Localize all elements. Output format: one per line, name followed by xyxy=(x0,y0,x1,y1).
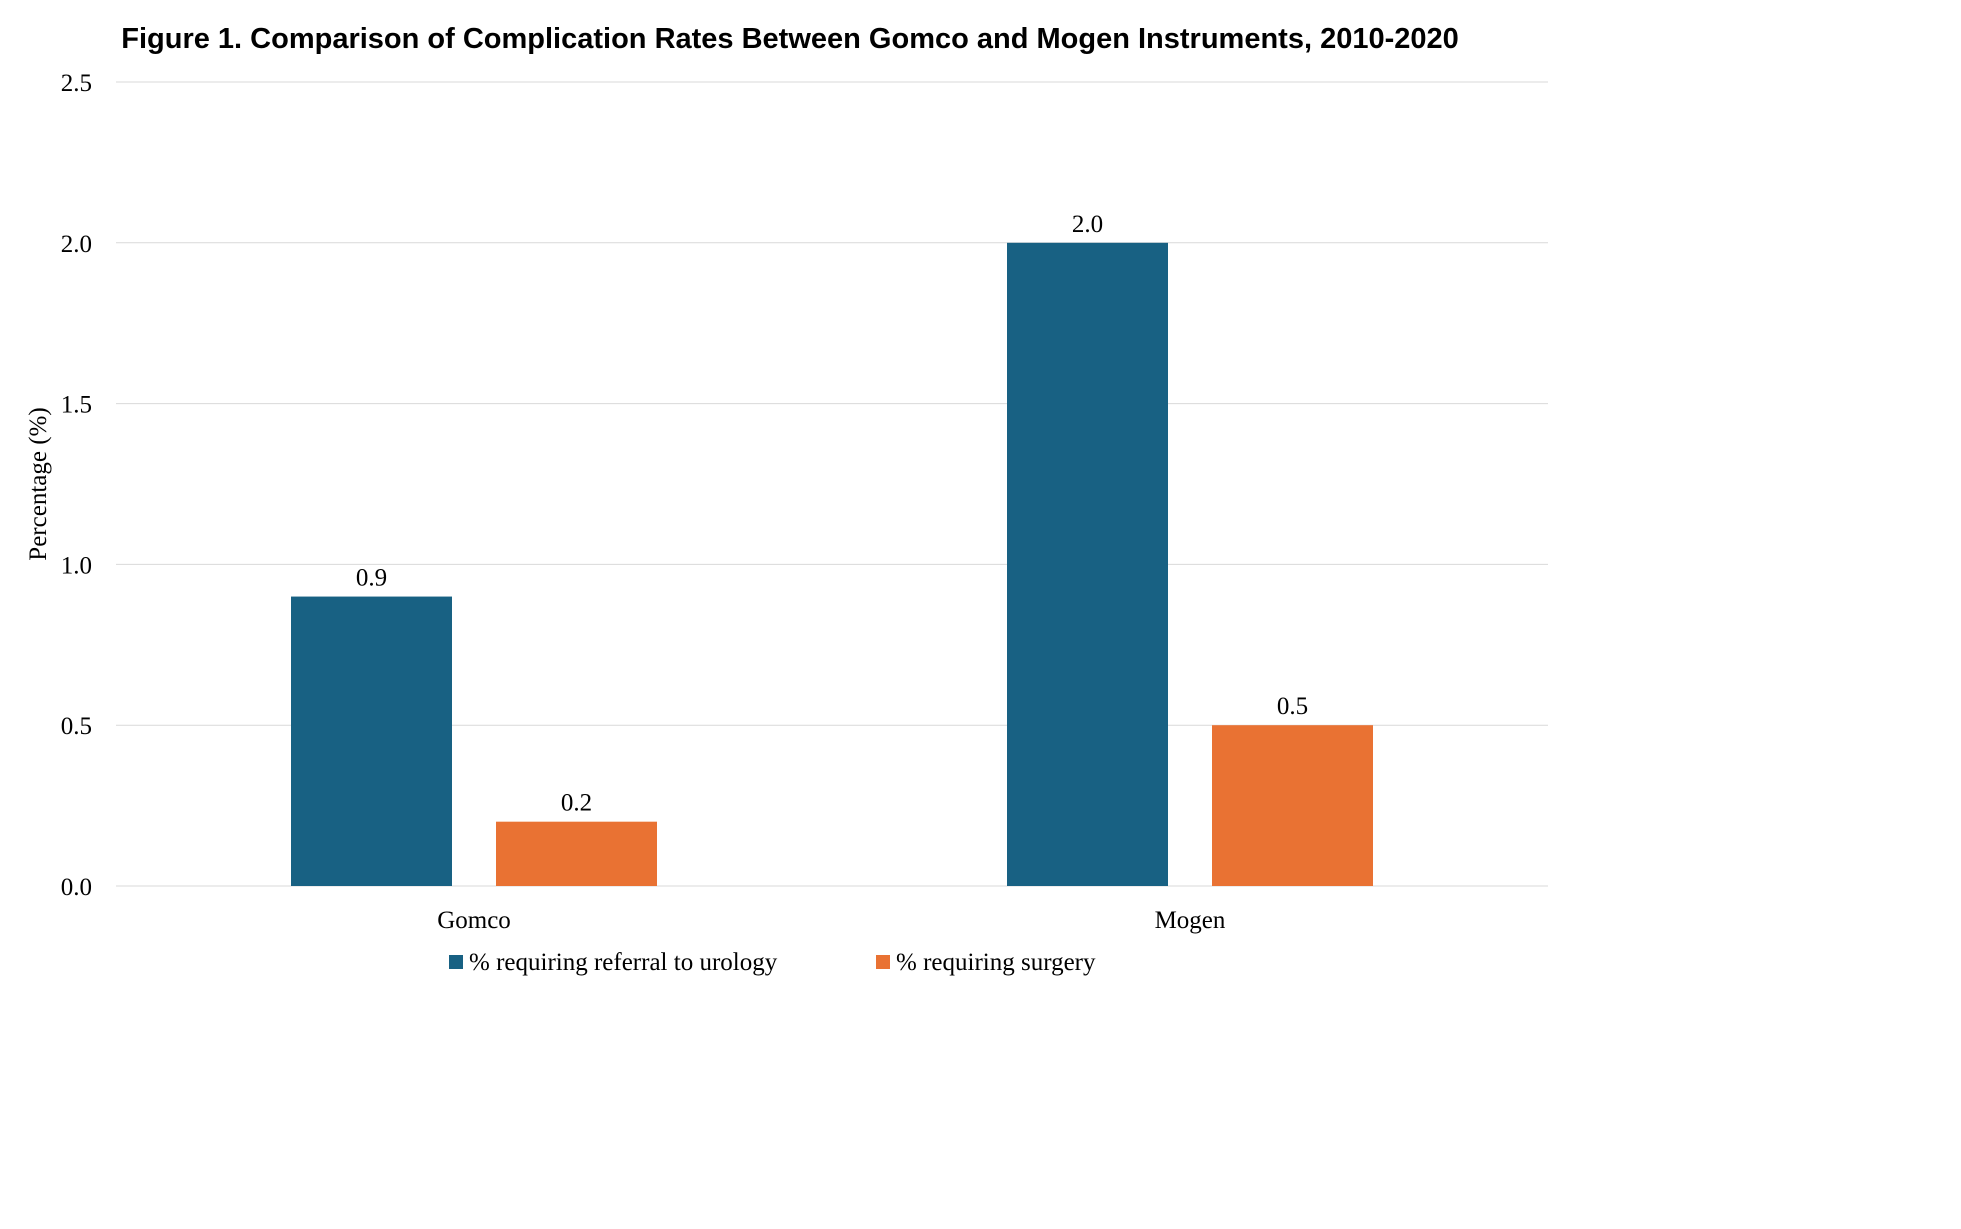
x-category-label-mogen: Mogen xyxy=(1155,907,1226,934)
data-labels: 0.9 0.2 2.0 0.5 xyxy=(356,211,1308,817)
data-label-mogen-series-0: 2.0 xyxy=(1072,211,1103,238)
legend-label-surgery: % requiring surgery xyxy=(896,949,1096,976)
bar-chart: Figure 1. Comparison of Complication Rat… xyxy=(25,23,1548,976)
y-axis-ticks: 0.0 0.5 1.0 1.5 2.0 2.5 xyxy=(61,70,92,901)
data-label-mogen-series-1: 0.5 xyxy=(1277,693,1308,720)
y-tick-label-1: 0.5 xyxy=(61,713,92,740)
y-tick-label-3: 1.5 xyxy=(61,392,92,419)
data-label-gomco-series-1: 0.2 xyxy=(561,790,592,817)
legend-swatch-surgery xyxy=(876,955,890,969)
y-axis-title: Percentage (%) xyxy=(25,407,52,560)
legend-label-referral: % requiring referral to urology xyxy=(469,949,778,976)
bar-gomco-series-1 xyxy=(496,821,657,886)
y-tick-label-4: 2.0 xyxy=(61,231,92,258)
y-tick-label-0: 0.0 xyxy=(61,874,92,901)
x-axis-categories: Gomco Mogen xyxy=(437,907,1226,934)
legend-swatch-referral xyxy=(449,955,463,969)
legend: % requiring referral to urology % requir… xyxy=(449,949,1096,976)
bar-gomco-series-0 xyxy=(291,596,452,886)
bars xyxy=(291,242,1373,887)
y-tick-label-5: 2.5 xyxy=(61,70,92,97)
chart-title: Figure 1. Comparison of Complication Rat… xyxy=(121,23,1459,55)
bar-mogen-series-0 xyxy=(1007,242,1168,887)
x-category-label-gomco: Gomco xyxy=(437,907,511,934)
data-label-gomco-series-0: 0.9 xyxy=(356,565,387,592)
bar-mogen-series-1 xyxy=(1212,725,1373,886)
y-tick-label-2: 1.0 xyxy=(61,552,92,579)
